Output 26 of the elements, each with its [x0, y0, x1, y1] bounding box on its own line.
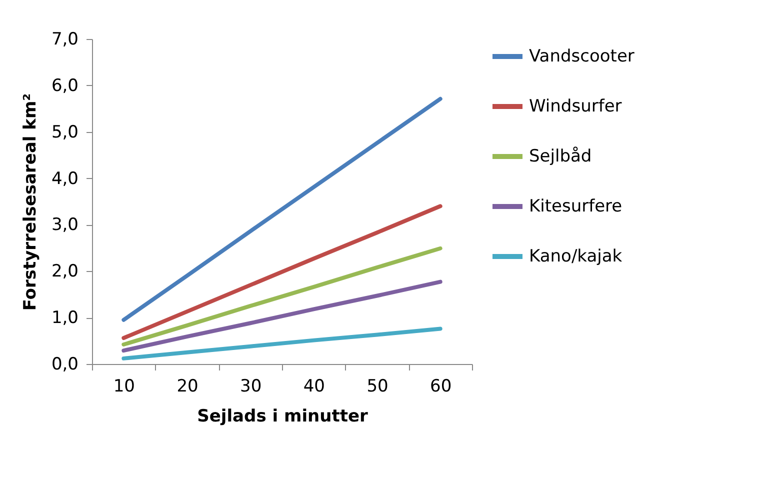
- line-series: [122, 204, 442, 340]
- y-tick-label: 5,0: [51, 122, 78, 142]
- line-series: [122, 326, 442, 360]
- y-axis-title: Forstyrrelsesareal km²: [20, 93, 40, 311]
- legend-label: Sejlbåd: [529, 146, 592, 166]
- y-tick-label: 3,0: [51, 215, 78, 236]
- x-tick-label: 40: [303, 376, 325, 396]
- x-tick-label: 60: [430, 376, 452, 396]
- y-tick-label: 2,0: [51, 262, 78, 282]
- legend-label: Kano/kajak: [529, 246, 622, 266]
- x-axis-title: Sejlads i minutter: [197, 406, 368, 426]
- y-tick-label: 7,0: [51, 30, 78, 50]
- x-tick-label: 30: [240, 376, 262, 396]
- y-tick-label: 1,0: [51, 308, 78, 328]
- legend-label: Kitesurfere: [529, 196, 622, 216]
- line-series: [122, 96, 442, 322]
- y-tick-label: 4,0: [51, 168, 78, 189]
- x-tick-label: 10: [113, 376, 135, 396]
- legend-label: Windsurfer: [529, 96, 622, 116]
- line-series: [122, 280, 442, 353]
- x-tick-label: 50: [366, 376, 388, 396]
- x-tick-label: 20: [176, 376, 198, 396]
- y-tick-label: 0,0: [51, 354, 78, 374]
- line-series: [122, 246, 442, 346]
- legend-label: Vandscooter: [529, 46, 634, 66]
- y-tick-label: 6,0: [51, 76, 78, 96]
